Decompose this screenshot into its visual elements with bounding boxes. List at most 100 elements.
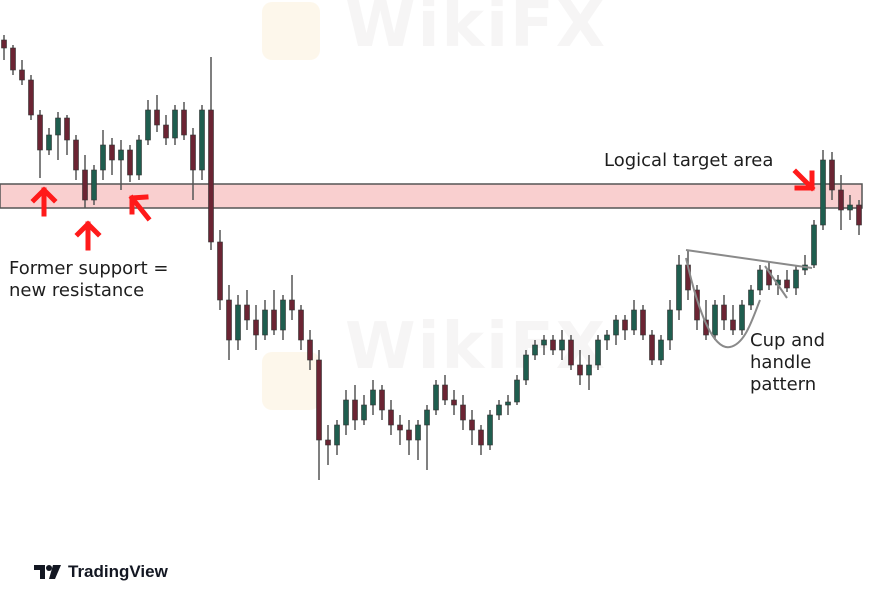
candle-body xyxy=(235,304,241,341)
candle xyxy=(829,152,835,200)
candle-body xyxy=(406,429,412,441)
candle-body xyxy=(478,429,484,446)
candle xyxy=(577,350,583,385)
candle xyxy=(82,155,88,208)
candles xyxy=(1,35,862,480)
candle xyxy=(406,420,412,455)
candle-body xyxy=(541,339,547,346)
candle xyxy=(442,375,448,405)
candle xyxy=(415,420,421,460)
candle-body xyxy=(55,117,61,136)
candle xyxy=(640,305,646,340)
arrow-up-icon xyxy=(74,220,102,251)
candle xyxy=(298,305,304,350)
candle-body xyxy=(667,309,673,341)
candle xyxy=(217,230,223,310)
candle-body xyxy=(397,424,403,431)
candle-body xyxy=(631,309,637,331)
candle xyxy=(478,425,484,455)
candle xyxy=(244,290,250,330)
candle-body xyxy=(28,79,34,116)
candle xyxy=(811,220,817,268)
candle-body xyxy=(595,339,601,366)
candle xyxy=(397,415,403,445)
candle-body xyxy=(289,299,295,311)
cup-curve xyxy=(685,257,761,349)
candle-body xyxy=(208,109,214,243)
candle-body xyxy=(487,414,493,446)
candle xyxy=(523,350,529,385)
candle-body xyxy=(505,401,511,406)
candle xyxy=(388,400,394,435)
candle-body xyxy=(64,117,70,141)
candle-body xyxy=(46,134,52,151)
candle xyxy=(307,330,313,370)
candle-body xyxy=(604,334,610,341)
candle-body xyxy=(316,359,322,441)
candle-body xyxy=(388,409,394,426)
candle-body xyxy=(586,364,592,376)
candle xyxy=(370,380,376,415)
candle-body xyxy=(262,309,268,336)
candle-body xyxy=(109,144,115,161)
candle xyxy=(55,112,61,160)
candle xyxy=(10,45,16,75)
candle-body xyxy=(523,354,529,381)
candle-body xyxy=(379,389,385,411)
candle-body xyxy=(307,339,313,361)
candle-body xyxy=(712,304,718,336)
candle xyxy=(433,380,439,415)
candle xyxy=(28,75,34,120)
candle-body xyxy=(424,409,430,426)
candle xyxy=(127,145,133,182)
candle xyxy=(820,150,826,230)
candle xyxy=(424,405,430,470)
candle-body xyxy=(721,304,727,321)
candle xyxy=(118,140,124,190)
candle-body xyxy=(577,364,583,376)
candle-body xyxy=(37,114,43,151)
tradingview-logo-icon xyxy=(34,565,61,579)
candle xyxy=(37,110,43,178)
candle-body xyxy=(172,109,178,139)
candle xyxy=(325,425,331,465)
candle-body xyxy=(568,339,574,366)
candle-body xyxy=(748,289,754,306)
candle xyxy=(289,275,295,320)
candle xyxy=(550,335,556,355)
target-annotation: Logical target area xyxy=(604,150,774,171)
candle xyxy=(541,335,547,355)
candle xyxy=(109,138,115,175)
candle-body xyxy=(469,419,475,431)
candle-body xyxy=(280,299,286,331)
candle xyxy=(226,285,232,360)
candle xyxy=(19,60,25,85)
candle-body xyxy=(118,149,124,161)
candle xyxy=(343,390,349,435)
candle-body xyxy=(838,189,844,211)
candle xyxy=(757,265,763,295)
candle-body xyxy=(226,299,232,341)
candle-body xyxy=(82,169,88,201)
candle xyxy=(613,315,619,345)
candle xyxy=(379,385,385,420)
tradingview-logo-text: TradingView xyxy=(68,562,168,581)
candle xyxy=(604,330,610,350)
candle-body xyxy=(73,139,79,171)
candle xyxy=(730,305,736,335)
candle xyxy=(100,130,106,180)
candle xyxy=(568,335,574,370)
candle-body xyxy=(658,339,664,361)
arrow-up-icon xyxy=(30,186,58,217)
candle xyxy=(46,128,52,155)
candle xyxy=(172,105,178,145)
candle xyxy=(712,300,718,340)
candle xyxy=(766,262,772,290)
candle xyxy=(739,300,745,335)
candle xyxy=(649,330,655,365)
candle xyxy=(514,375,520,405)
candle-body xyxy=(190,134,196,171)
candle xyxy=(487,410,493,450)
candle-body xyxy=(757,269,763,291)
candle xyxy=(856,200,862,235)
